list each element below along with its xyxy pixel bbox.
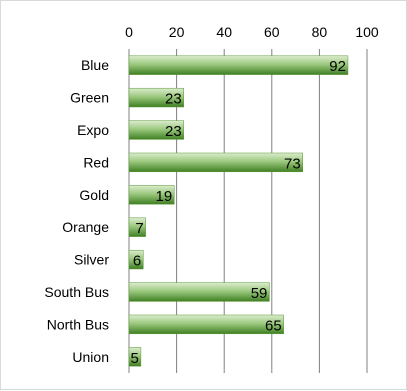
category-label: Union <box>72 349 109 365</box>
bar <box>128 120 184 140</box>
x-tick-label: 100 <box>355 24 379 40</box>
bar <box>128 249 144 270</box>
bar <box>128 282 270 302</box>
data-label: 6 <box>133 253 141 270</box>
category-label: Gold <box>79 187 109 203</box>
data-labels: 92 23 23 73 19 7 6 59 65 5 <box>131 58 346 367</box>
bar <box>128 87 184 108</box>
bar <box>128 55 349 75</box>
category-label: Orange <box>62 219 109 235</box>
data-label: 19 <box>156 188 173 205</box>
category-label: Silver <box>74 252 109 268</box>
x-tick-label: 40 <box>216 24 232 40</box>
bar <box>128 314 284 335</box>
bars <box>128 55 349 367</box>
data-label: 59 <box>251 285 268 302</box>
category-labels: Blue Green Expo Red Gold Orange Silver South Bu… <box>44 57 109 365</box>
category-label: South Bus <box>44 284 109 300</box>
category-label: Blue <box>81 57 109 73</box>
data-label: 73 <box>284 155 301 172</box>
category-label: Green <box>70 90 109 106</box>
x-tick-label: 60 <box>264 24 280 40</box>
x-tick-label: 0 <box>125 24 133 40</box>
data-label: 23 <box>165 91 182 108</box>
bar <box>128 347 142 367</box>
category-label: North Bus <box>47 316 109 332</box>
data-label: 7 <box>135 220 143 237</box>
x-axis-ticks: 0 20 40 60 80 100 <box>125 24 379 40</box>
data-label: 65 <box>265 317 282 334</box>
x-tick-label: 20 <box>169 24 185 40</box>
category-label: Red <box>83 154 109 170</box>
bar <box>128 185 175 205</box>
category-label: Expo <box>77 122 109 138</box>
bar <box>128 152 303 173</box>
x-tick-label: 80 <box>312 24 328 40</box>
data-label: 5 <box>131 350 139 367</box>
bar <box>128 217 146 237</box>
data-label: 23 <box>165 123 182 140</box>
data-label: 92 <box>329 58 346 75</box>
